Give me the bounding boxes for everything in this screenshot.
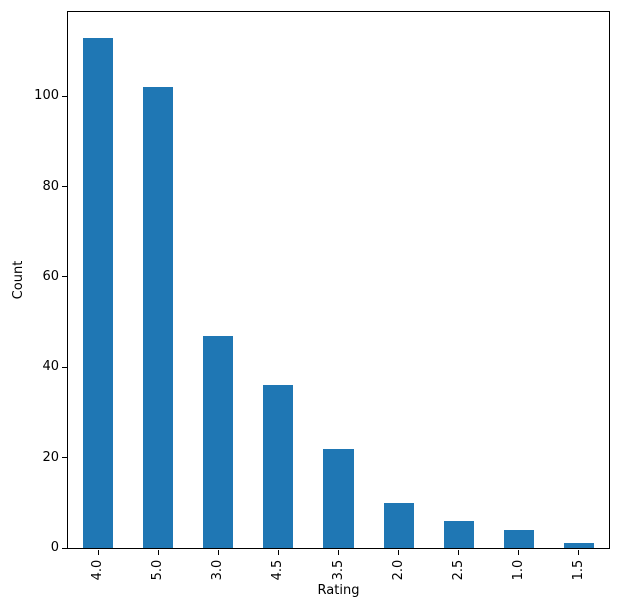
x-tick-label-3.0: 3.0 xyxy=(210,559,226,581)
bar-2.5 xyxy=(443,520,474,548)
y-tick xyxy=(62,366,67,368)
y-tick xyxy=(62,547,67,549)
x-tick xyxy=(277,550,279,555)
y-tick-label-60: 60 xyxy=(42,268,59,284)
y-tick-label-20: 20 xyxy=(42,449,59,465)
y-tick xyxy=(62,276,67,278)
x-tick xyxy=(458,550,460,555)
y-tick-label-80: 80 xyxy=(42,178,59,194)
bar-3.5 xyxy=(323,448,354,548)
x-tick-label-3.5: 3.5 xyxy=(330,559,346,581)
y-tick xyxy=(62,95,67,97)
y-tick-label-100: 100 xyxy=(34,88,59,104)
x-axis-label: Rating xyxy=(317,583,360,598)
x-tick-label-2.5: 2.5 xyxy=(450,559,466,581)
bar-2.0 xyxy=(383,502,414,548)
bar-3.0 xyxy=(203,335,234,548)
y-tick xyxy=(62,186,67,188)
x-tick xyxy=(217,550,219,555)
x-tick-label-1.5: 1.5 xyxy=(570,559,586,581)
y-tick-label-40: 40 xyxy=(42,359,59,375)
x-tick-label-5.0: 5.0 xyxy=(150,559,166,581)
x-tick xyxy=(157,550,159,555)
y-tick-label-0: 0 xyxy=(50,540,59,555)
bar-5.0 xyxy=(143,87,174,548)
plot-area: Count Rating 4.0 5.0 3.0 4.5 3.5 2.0 2.5 1.0 1.5… xyxy=(11,11,610,598)
bar-1.0 xyxy=(503,529,534,548)
x-tick xyxy=(518,550,520,555)
y-tick xyxy=(62,457,67,459)
bar-4.5 xyxy=(263,385,294,548)
x-tick-label-1.0: 1.0 xyxy=(510,559,526,581)
bar-4.0 xyxy=(83,37,114,548)
x-tick xyxy=(578,550,580,555)
x-tick-label-2.0: 2.0 xyxy=(390,559,406,581)
bar-1.5 xyxy=(563,543,594,548)
x-tick-label-4.5: 4.5 xyxy=(270,559,286,581)
x-tick xyxy=(398,550,400,555)
x-tick xyxy=(338,550,339,555)
x-tick xyxy=(97,550,99,555)
x-tick-label-4.0: 4.0 xyxy=(90,559,106,581)
